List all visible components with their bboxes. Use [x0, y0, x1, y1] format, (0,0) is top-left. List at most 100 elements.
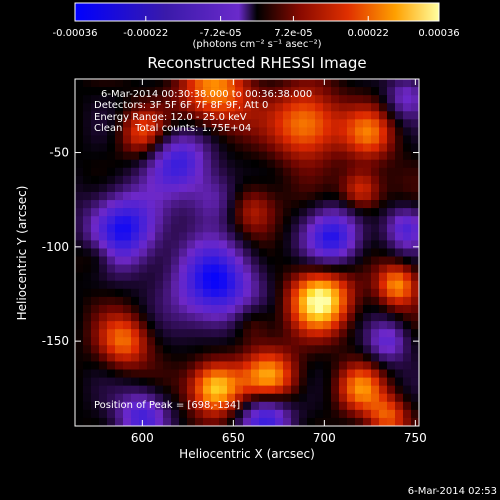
heatmap-cell	[251, 103, 260, 112]
heatmap-cell	[403, 329, 412, 338]
heatmap-cell	[155, 385, 164, 395]
heatmap-cell	[211, 329, 220, 338]
heatmap-cell	[187, 175, 196, 185]
heatmap-cell	[91, 127, 100, 136]
heatmap-cell	[251, 159, 260, 169]
heatmap-cell	[115, 313, 124, 322]
colorbar-tick-label: 0.00022	[348, 28, 389, 39]
heatmap-cell	[163, 417, 172, 427]
heatmap-cell	[323, 79, 332, 88]
heatmap-cell	[107, 329, 116, 338]
heatmap-cell	[315, 272, 324, 282]
heatmap-cell	[379, 87, 388, 96]
heatmap-cell	[203, 353, 212, 362]
heatmap-cell	[323, 329, 332, 338]
heatmap-cell	[283, 135, 292, 144]
heatmap-cell	[331, 256, 340, 265]
heatmap-cell	[179, 353, 188, 362]
heatmap-cell	[179, 248, 188, 257]
heatmap-cell	[411, 224, 420, 233]
heatmap-cell	[259, 135, 268, 144]
heatmap-cell	[227, 79, 236, 88]
heatmap-cell	[307, 393, 316, 403]
heatmap-cell	[171, 216, 180, 225]
heatmap-cell	[267, 79, 276, 88]
heatmap-cell	[235, 393, 244, 403]
heatmap-cell	[163, 111, 172, 120]
heatmap-cell	[139, 409, 148, 419]
heatmap-cell	[131, 296, 140, 306]
heatmap-cell	[147, 135, 156, 144]
heatmap-cell	[251, 224, 260, 233]
y-tick-label: -100	[42, 240, 69, 254]
heatmap-cell	[347, 95, 356, 104]
heatmap-cell	[83, 216, 92, 225]
heatmap-cell	[395, 191, 404, 201]
heatmap-cell	[187, 288, 196, 298]
heatmap-cell	[411, 240, 420, 249]
heatmap-cell	[283, 409, 292, 419]
heatmap-cell	[371, 216, 380, 225]
heatmap-cell	[227, 111, 236, 120]
heatmap-cell	[83, 232, 92, 241]
heatmap-cell	[347, 353, 356, 362]
heatmap-cell	[395, 280, 404, 290]
heatmap-cell	[187, 216, 196, 225]
heatmap-cell	[123, 111, 132, 120]
heatmap-cell	[251, 377, 260, 386]
heatmap-cell	[203, 272, 212, 282]
heatmap-cell	[131, 87, 140, 96]
heatmap-cell	[131, 248, 140, 257]
heatmap-cell	[267, 183, 276, 193]
heatmap-cell	[75, 216, 84, 225]
heatmap-cell	[91, 321, 100, 330]
heatmap-cell	[179, 345, 188, 354]
heatmap-cell	[267, 232, 276, 241]
heatmap-cell	[131, 345, 140, 354]
heatmap-cell	[251, 87, 260, 96]
heatmap-cell	[347, 369, 356, 378]
heatmap-cell	[235, 183, 244, 193]
chart-title: Reconstructed RHESSI Image	[147, 54, 366, 72]
colorbar-tick-label: -0.00022	[123, 28, 168, 39]
heatmap-cell	[387, 208, 396, 217]
heatmap-cell	[107, 103, 116, 112]
heatmap-cell	[211, 256, 220, 265]
heatmap-cell	[371, 337, 380, 346]
heatmap-cell	[155, 103, 164, 112]
heatmap-cell	[371, 393, 380, 403]
heatmap-cell	[395, 256, 404, 265]
heatmap-cell	[283, 127, 292, 136]
heatmap-cell	[219, 183, 228, 193]
heatmap-cell	[179, 304, 188, 314]
heatmap-cell	[395, 159, 404, 169]
heatmap-cell	[187, 248, 196, 257]
heatmap-cell	[291, 288, 300, 298]
heatmap-cell	[219, 361, 228, 370]
heatmap-cell	[123, 313, 132, 322]
heatmap-cell	[363, 167, 372, 177]
heatmap-cell	[243, 175, 252, 185]
heatmap-cell	[99, 385, 108, 395]
heatmap-cell	[139, 208, 148, 217]
heatmap-cell	[75, 159, 84, 169]
heatmap-cell	[347, 385, 356, 395]
heatmap-cell	[299, 353, 308, 362]
heatmap-cell	[163, 224, 172, 233]
heatmap-cell	[179, 272, 188, 282]
heatmap-cell	[347, 151, 356, 160]
heatmap-cell	[131, 288, 140, 298]
heatmap-cell	[203, 119, 212, 128]
heatmap-cell	[195, 127, 204, 136]
heatmap-cell	[243, 224, 252, 233]
heatmap-cell	[387, 200, 396, 209]
heatmap-cell	[259, 175, 268, 185]
heatmap-cell	[315, 183, 324, 193]
heatmap-cell	[307, 377, 316, 386]
heatmap-cell	[179, 119, 188, 128]
heatmap-cell	[403, 353, 412, 362]
heatmap-cell	[91, 191, 100, 201]
heatmap-cell	[267, 135, 276, 144]
heatmap-cell	[227, 401, 236, 411]
heatmap-cell	[107, 135, 116, 144]
